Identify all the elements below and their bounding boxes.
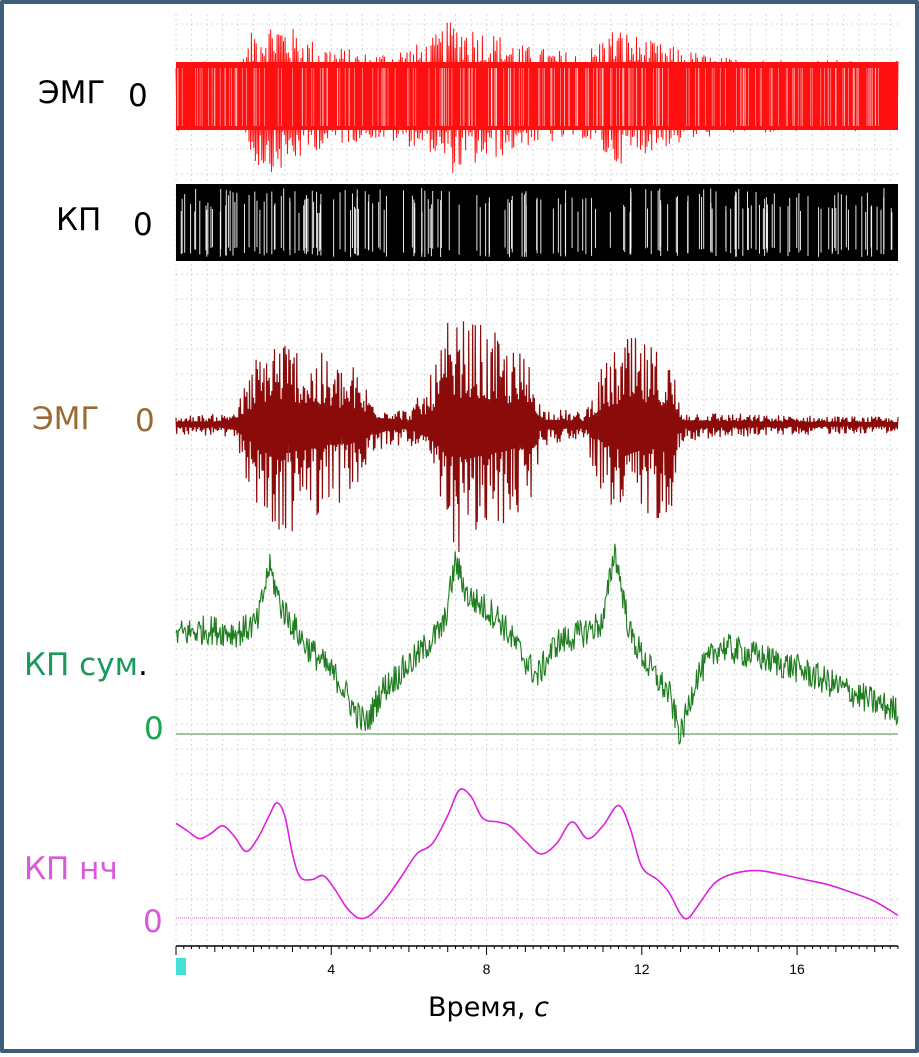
x-axis-label: Время, с bbox=[428, 992, 549, 1023]
scroll-position-marker[interactable] bbox=[176, 958, 186, 975]
zero-label-kp-sum: 0 bbox=[144, 711, 164, 747]
trace-kp-sum bbox=[175, 543, 899, 745]
trace-emg1 bbox=[175, 22, 899, 173]
x-tick-label: 12 bbox=[634, 961, 650, 977]
x-tick-label: 4 bbox=[327, 961, 336, 977]
zero-label-kp-lf: 0 bbox=[143, 904, 163, 940]
trace-emg2-signal bbox=[175, 321, 899, 553]
trace-emg2 bbox=[175, 321, 899, 553]
x-axis-unit: с bbox=[534, 992, 549, 1023]
zero-label-emg1: 0 bbox=[128, 78, 148, 114]
x-tick-label: 8 bbox=[482, 961, 491, 977]
x-axis bbox=[175, 945, 899, 955]
x-tick-label: 16 bbox=[789, 961, 805, 977]
trace-kp bbox=[176, 184, 898, 261]
trace-label-kp-lf: КП нч bbox=[24, 851, 118, 887]
trace-label-kp-sum: КП сум. bbox=[24, 647, 148, 683]
chart-plot bbox=[175, 14, 899, 955]
trace-label-kp: КП bbox=[56, 202, 102, 238]
trace-label-emg1: ЭМГ bbox=[38, 75, 106, 111]
traces bbox=[175, 22, 899, 920]
grid bbox=[175, 14, 898, 944]
trace-emg1-signal bbox=[175, 22, 899, 173]
zero-label-kp: 0 bbox=[133, 207, 153, 243]
trace-kp-lf-signal bbox=[175, 788, 899, 920]
zero-label-emg2: 0 bbox=[135, 403, 155, 439]
trace-kp-lf bbox=[175, 788, 899, 920]
trace-label-kp-sum-suffix: . bbox=[137, 647, 148, 683]
trace-kp-sum-signal bbox=[175, 543, 899, 745]
trace-label-emg2: ЭМГ bbox=[32, 401, 100, 437]
